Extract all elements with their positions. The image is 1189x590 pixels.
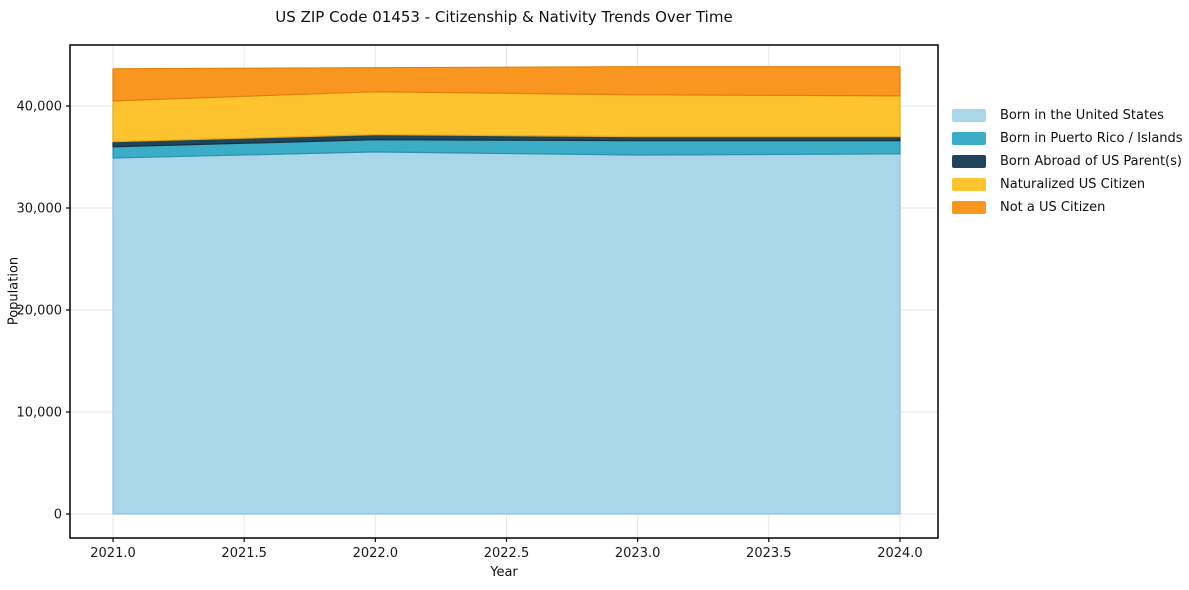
x-tick-label: 2024.0 <box>877 546 923 561</box>
x-tick-label: 2022.5 <box>484 546 530 561</box>
legend-label: Born in Puerto Rico / Islands <box>1000 130 1183 146</box>
legend-label: Born Abroad of US Parent(s) <box>1000 153 1182 169</box>
legend-swatch-icon <box>952 108 986 122</box>
legend-swatch-icon <box>952 131 986 145</box>
legend-item: Born in Puerto Rico / Islands <box>952 130 1183 146</box>
x-tick-label: 2023.5 <box>746 546 792 561</box>
axes-frame <box>69 44 939 539</box>
legend: Born in the United States Born in Puerto… <box>952 107 1183 215</box>
legend-item: Not a US Citizen <box>952 199 1183 215</box>
x-tick-label: 2023.0 <box>615 546 661 561</box>
x-axis-label: Year <box>490 565 518 580</box>
y-tick-label: 20,000 <box>17 303 63 318</box>
y-tick-label: 30,000 <box>17 201 63 216</box>
y-axis-label: Population <box>6 256 22 326</box>
legend-label: Born in the United States <box>1000 107 1164 123</box>
legend-swatch-icon <box>952 177 986 191</box>
area-series <box>112 151 901 515</box>
x-tick-label: 2021.5 <box>221 546 267 561</box>
legend-item: Naturalized US Citizen <box>952 176 1183 192</box>
x-tick-label: 2021.0 <box>90 546 136 561</box>
area-series <box>112 91 901 143</box>
legend-label: Not a US Citizen <box>1000 199 1106 215</box>
y-tick-label: 0 <box>54 507 62 522</box>
y-tick-label: 10,000 <box>17 405 63 420</box>
legend-swatch-icon <box>952 154 986 168</box>
x-tick-label: 2022.0 <box>353 546 399 561</box>
legend-swatch-icon <box>952 200 986 214</box>
y-tick-label: 40,000 <box>17 99 63 114</box>
legend-label: Naturalized US Citizen <box>1000 176 1146 192</box>
legend-item: Born in the United States <box>952 107 1183 123</box>
area-series <box>112 66 901 102</box>
legend-item: Born Abroad of US Parent(s) <box>952 153 1183 169</box>
chart-title: US ZIP Code 01453 - Citizenship & Nativi… <box>275 8 733 26</box>
